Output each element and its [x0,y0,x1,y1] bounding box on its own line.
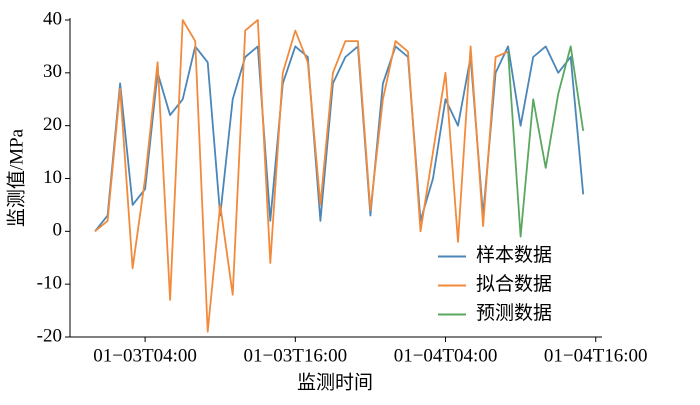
x-tick-label: 01−03T04:00 [93,345,197,366]
legend-label: 样本数据 [476,244,552,266]
series-line [94,45,585,232]
x-tick-label: 01−04T16:00 [544,345,648,366]
x-axis-label: 监测时间 [297,371,373,393]
y-tick-label: 0 [53,220,63,241]
series-line [94,19,509,333]
y-tick-label: -10 [37,273,62,294]
legend-label: 拟合数据 [476,273,552,295]
y-tick-label: 30 [43,61,62,82]
series-line [507,45,585,238]
y-axis-label: 监测值/MPa [5,128,27,227]
x-tick-label: 01−03T16:00 [244,345,348,366]
legend-label: 预测数据 [476,302,552,324]
y-tick-label: 10 [43,167,62,188]
y-tick-label: -20 [37,325,62,346]
y-tick-label: 40 [43,8,62,29]
y-tick-label: 20 [43,114,62,135]
x-tick-label: 01−04T04:00 [394,345,498,366]
